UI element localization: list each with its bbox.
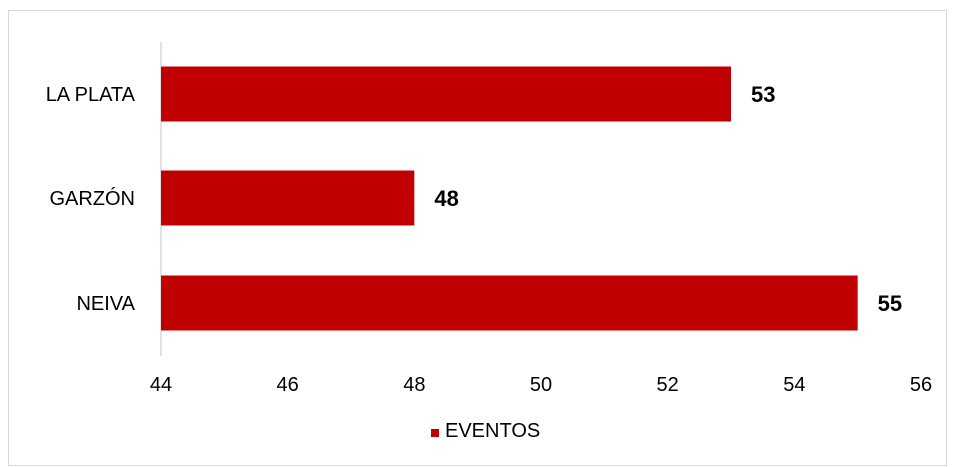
bar: [161, 275, 858, 331]
category-label: LA PLATA: [46, 84, 136, 106]
data-label: 55: [878, 291, 902, 316]
bar: [161, 66, 731, 122]
bar: [161, 170, 415, 226]
category-label: NEIVA: [76, 293, 135, 315]
x-tick-label: 52: [657, 374, 679, 396]
x-tick-label: 50: [530, 374, 552, 396]
legend-swatch: [431, 429, 439, 437]
x-tick-label: 56: [910, 374, 932, 396]
legend: EVENTOS: [431, 420, 540, 442]
x-tick-label: 48: [403, 374, 425, 396]
x-tick-label: 46: [277, 374, 299, 396]
bars-layer: [161, 66, 858, 331]
labels-layer: LA PLATA 53 GARZÓN 48 NEIVA 55: [46, 82, 902, 316]
x-tick-label: 54: [783, 374, 805, 396]
x-tick-label: 44: [150, 374, 172, 396]
category-label: GARZÓN: [49, 187, 135, 210]
legend-label: EVENTOS: [445, 420, 540, 442]
data-label: 53: [751, 82, 775, 107]
data-label: 48: [434, 186, 458, 211]
